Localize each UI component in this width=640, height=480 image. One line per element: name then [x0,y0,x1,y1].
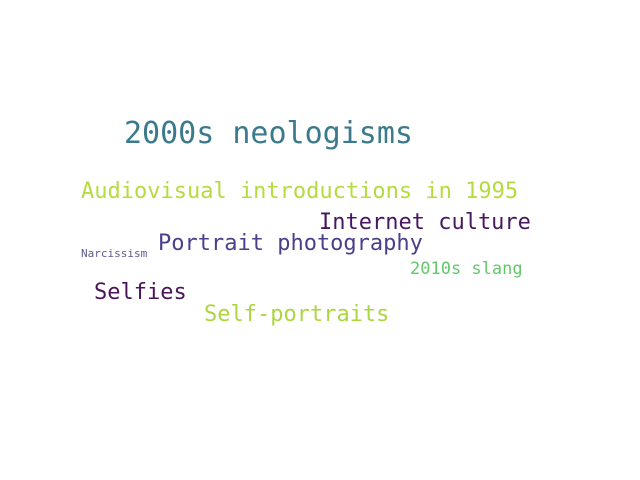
word-portrait-photography: Portrait photography [158,231,423,256]
word-audiovisual-introductions-1995: Audiovisual introductions in 1995 [81,179,519,204]
word-2000s-neologisms: 2000s neologisms [124,116,413,151]
word-2010s-slang: 2010s slang [410,259,523,279]
word-selfies: Selfies [94,280,187,305]
word-internet-culture: Internet culture [319,210,531,235]
word-self-portraits: Self-portraits [204,302,390,327]
word-narcissism: Narcissism [81,247,148,260]
